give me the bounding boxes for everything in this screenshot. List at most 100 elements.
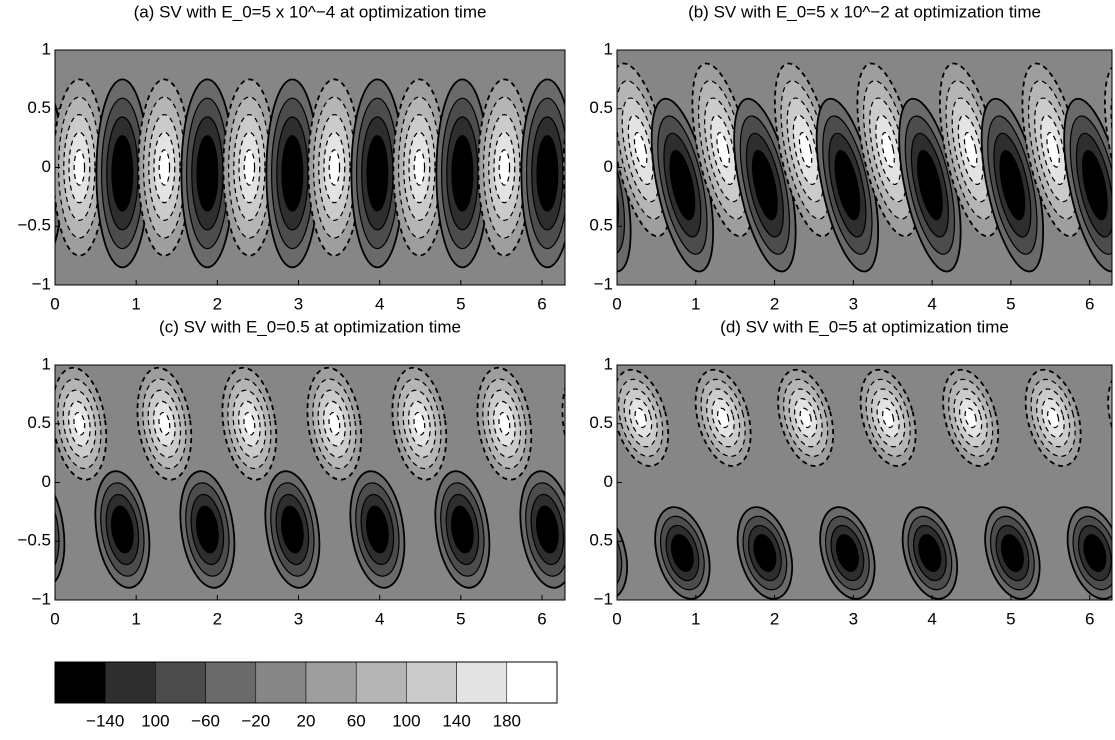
x-tick-label: 5 xyxy=(1006,294,1015,313)
contour-band xyxy=(17,492,58,566)
contour-band xyxy=(111,135,134,212)
x-tick-label: 6 xyxy=(1085,609,1094,628)
colorbar-box xyxy=(255,661,307,704)
contour-band xyxy=(0,412,1,436)
panel-title: (c) SV with E_0=0.5 at optimization time xyxy=(159,317,461,336)
contour-band xyxy=(365,505,389,554)
colorbar-box xyxy=(54,661,106,704)
y-tick-label: −1 xyxy=(594,274,613,293)
y-tick-label: 1 xyxy=(42,354,51,373)
contour-band xyxy=(669,149,696,221)
contour-band xyxy=(798,132,813,168)
colorbar-box xyxy=(155,661,206,704)
colorbar-box xyxy=(506,661,558,704)
contour-field xyxy=(617,50,1112,285)
x-tick-label: 3 xyxy=(849,294,858,313)
contour-band xyxy=(0,364,28,483)
contour-band xyxy=(799,407,812,429)
contour-band xyxy=(413,411,426,436)
contour-band xyxy=(574,115,605,221)
y-tick-label: 0.5 xyxy=(27,98,51,117)
contour-band xyxy=(535,505,559,554)
x-tick-label: 0 xyxy=(612,609,621,628)
y-tick-label: 0.5 xyxy=(589,531,613,550)
x-tick-label: 2 xyxy=(770,294,779,313)
y-tick-label: 0.5 xyxy=(589,98,613,117)
colorbar-tick-label: 60 xyxy=(347,711,366,730)
x-tick-label: 5 xyxy=(1006,609,1015,628)
x-tick-label: 4 xyxy=(375,294,384,313)
contour-band xyxy=(1104,62,1112,238)
y-tick-label: 0 xyxy=(604,472,613,491)
contour-band xyxy=(999,149,1026,221)
contour-band xyxy=(716,132,730,168)
contour-band xyxy=(281,135,304,212)
contour-band xyxy=(617,515,623,591)
y-tick-label: −1 xyxy=(32,274,51,293)
x-tick-label: 2 xyxy=(213,294,222,313)
contour-band xyxy=(0,132,5,203)
x-tick-label: 3 xyxy=(294,294,303,313)
colorbar-tick-label: 140 xyxy=(442,711,470,730)
contour-band xyxy=(963,132,978,168)
x-tick-label: 4 xyxy=(927,294,936,313)
contour-band xyxy=(73,411,86,436)
contour-band xyxy=(1046,132,1060,168)
colorbar-tick-label: 100 xyxy=(392,711,420,730)
contour-band xyxy=(328,149,341,186)
contour-band xyxy=(196,135,219,212)
x-tick-label: 4 xyxy=(927,609,936,628)
contour-band xyxy=(498,149,511,186)
colorbar-tick-label: −60 xyxy=(191,711,220,730)
colorbar-box xyxy=(104,661,156,704)
contour-band xyxy=(0,115,10,221)
contour-band xyxy=(536,135,559,212)
x-tick-label: 0 xyxy=(612,294,621,313)
contour-band xyxy=(918,534,942,572)
x-tick-label: 6 xyxy=(537,609,546,628)
contour-band xyxy=(55,482,60,577)
contour-band xyxy=(73,149,86,186)
colorbar-frame xyxy=(54,661,558,704)
x-tick-label: 5 xyxy=(456,294,465,313)
x-tick-label: 6 xyxy=(537,294,546,313)
contour-band xyxy=(413,149,426,186)
colorbar-tick-label: −20 xyxy=(241,711,270,730)
x-tick-label: 5 xyxy=(456,609,465,628)
x-tick-label: 1 xyxy=(131,609,140,628)
contour-band xyxy=(366,135,389,212)
contour-band xyxy=(964,407,977,429)
contour-band xyxy=(752,149,778,221)
contour-band xyxy=(1082,149,1108,221)
y-tick-label: −1 xyxy=(594,589,613,608)
y-tick-label: −0.5 xyxy=(17,216,51,235)
y-tick-label: 1 xyxy=(604,39,613,58)
contour-band xyxy=(1107,368,1112,467)
contour-band xyxy=(753,534,777,572)
y-tick-label: −1 xyxy=(32,589,51,608)
panel-title: (a) SV with E_0=5 x 10^−4 at optimizatio… xyxy=(134,2,487,21)
x-tick-label: 4 xyxy=(375,609,384,628)
contour-band xyxy=(110,505,134,554)
contour-band xyxy=(243,149,256,186)
contour-band xyxy=(0,97,15,238)
x-tick-label: 1 xyxy=(691,609,700,628)
contour-band xyxy=(1083,534,1107,572)
y-tick-label: 0 xyxy=(604,157,613,176)
contour-band xyxy=(0,400,8,448)
colorbar-tick-label: 180 xyxy=(493,711,521,730)
colorbar-box xyxy=(205,661,257,704)
y-tick-label: 0 xyxy=(42,157,51,176)
contour-band xyxy=(55,470,66,589)
contour-band xyxy=(498,411,511,436)
colorbar-tick-label: −140 xyxy=(86,711,124,730)
x-tick-label: 1 xyxy=(131,294,140,313)
contour-band xyxy=(634,407,647,429)
colorbar-tick-label: 20 xyxy=(297,711,316,730)
contour-band xyxy=(158,149,171,186)
colorbar-box xyxy=(406,661,457,704)
contour-band xyxy=(328,411,341,436)
contour-band xyxy=(280,505,304,554)
x-tick-label: 0 xyxy=(50,294,59,313)
contour-band xyxy=(834,149,861,221)
